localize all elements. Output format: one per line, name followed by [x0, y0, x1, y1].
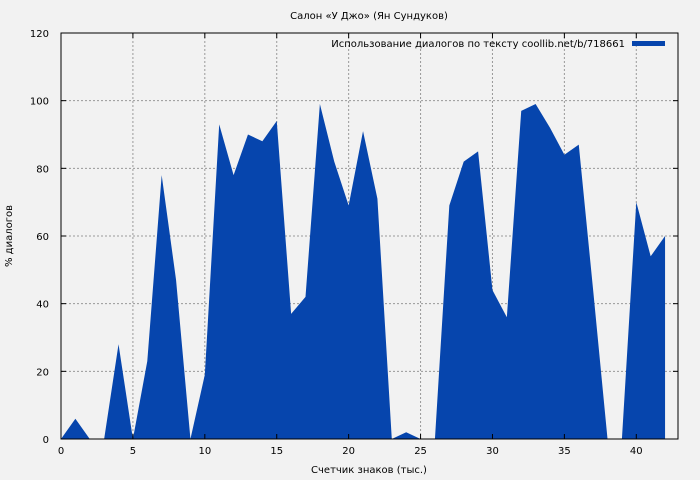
y-tick-label: 120: [30, 29, 49, 40]
x-tick-label: 40: [630, 446, 643, 457]
x-tick-label: 20: [342, 446, 355, 457]
x-tick-label: 10: [198, 446, 211, 457]
legend: Использование диалогов по тексту coollib…: [331, 39, 665, 50]
x-tick-label: 0: [58, 446, 64, 457]
y-tick-label: 100: [30, 97, 49, 108]
y-tick-label: 60: [36, 232, 49, 243]
ticks: 0 5 10 15 20 25 30 35 40 0 20 40 60 80 100 120: [30, 29, 678, 457]
y-tick-label: 40: [36, 300, 49, 311]
x-tick-label: 25: [414, 446, 427, 457]
legend-swatch: [632, 41, 665, 46]
legend-label: Использование диалогов по тексту coollib…: [331, 39, 625, 50]
x-tick-label: 35: [558, 446, 571, 457]
y-axis-label: % диалогов: [4, 205, 15, 267]
area-series: [61, 104, 666, 440]
y-tick-label: 80: [36, 164, 49, 175]
y-tick-label: 20: [36, 367, 49, 378]
x-axis-label: Счетчик знаков (тыс.): [311, 465, 427, 476]
chart-title: Салон «У Джо» (Ян Сундуков): [290, 11, 448, 22]
y-tick-label: 0: [43, 435, 49, 446]
x-tick-label: 5: [130, 446, 136, 457]
x-tick-label: 30: [486, 446, 499, 457]
x-tick-label: 15: [270, 446, 283, 457]
